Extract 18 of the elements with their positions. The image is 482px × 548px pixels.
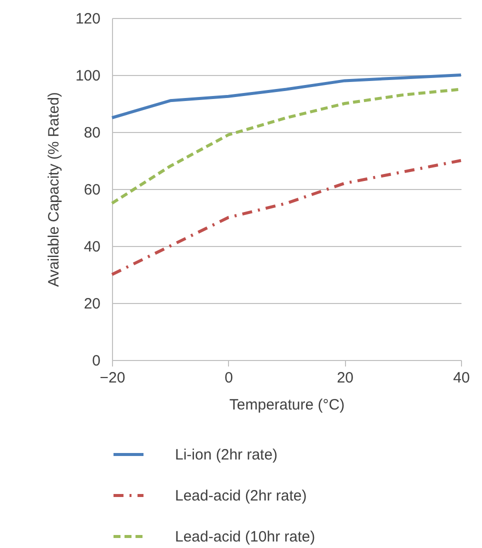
y-tick-label: 20 [84, 296, 100, 312]
x-tick-label: 0 [224, 370, 234, 386]
legend-label: Li-ion (2hr rate) [175, 446, 278, 464]
y-axis-title: Available Capacity (% Rated) [45, 92, 62, 287]
y-tick-label: 0 [92, 352, 100, 370]
legend-label: Lead-acid (2hr rate) [175, 488, 307, 504]
y-tick-label: 80 [84, 124, 100, 142]
x-tick-label: −20 [100, 370, 126, 386]
x-axis-title: Temperature (°C) [229, 396, 345, 414]
line-series [110, 74, 462, 120]
y-tick-label: 60 [84, 182, 100, 198]
y-tick-label: 100 [75, 68, 100, 84]
line-series [110, 159, 462, 276]
y-tick-label: 40 [84, 238, 100, 256]
x-tick-label: 40 [453, 370, 470, 386]
legend-label: Lead-acid (10hr rate) [175, 528, 316, 546]
x-tick-label: 20 [336, 370, 354, 386]
y-tick-label: 120 [75, 10, 100, 28]
